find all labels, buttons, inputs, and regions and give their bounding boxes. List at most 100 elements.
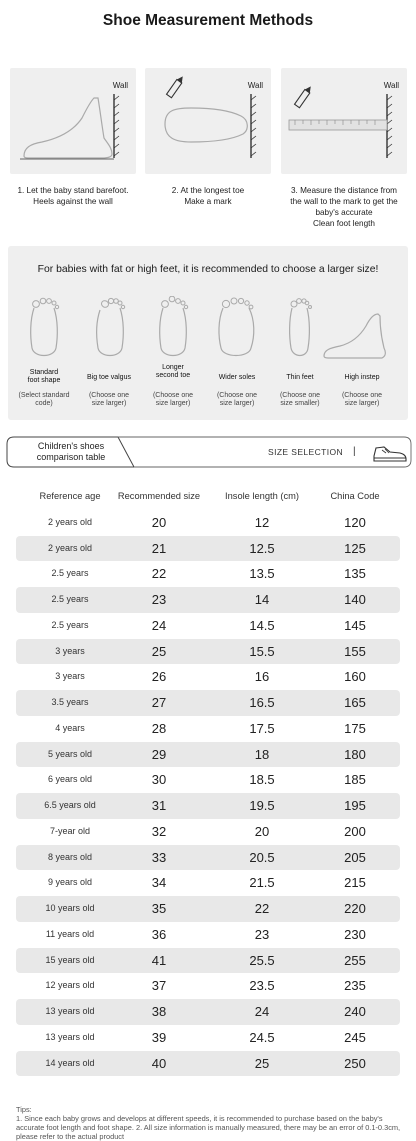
table-row: 3 years 25 15.5 155 (16, 638, 400, 665)
sneaker-icon (373, 446, 407, 462)
wider-soles-foot-icon (218, 297, 255, 357)
china-code-cell: 165 (344, 695, 366, 710)
insole-cell: 15.5 (249, 643, 275, 659)
insole-cell: 23.5 (249, 978, 275, 994)
table-row: 7-year old 32 20 200 (16, 819, 400, 845)
insole-cell: 24.5 (249, 1029, 275, 1045)
table-row: 2.5 years 22 13.5 135 (16, 561, 400, 587)
age-cell: 2.5 years (51, 594, 89, 604)
insole-cell: 13.5 (249, 566, 275, 582)
insole-cell: 20 (254, 823, 270, 839)
table-row: 3.5 years 27 16.5 165 (16, 690, 400, 716)
column-header-insole: Insole length (cm) (225, 491, 299, 501)
china-code-cell: 180 (344, 746, 366, 762)
china-code-cell: 205 (344, 849, 366, 865)
size-cell: 29 (151, 746, 167, 762)
column-header-size: Recommended size (117, 491, 201, 501)
china-code-cell: 135 (344, 566, 366, 582)
foot-top-view-icon (164, 76, 257, 158)
insole-cell: 12 (254, 514, 270, 530)
insole-cell: 17.5 (249, 720, 275, 736)
table-row: 2.5 years 24 14.5 145 (16, 613, 400, 639)
table-row: 15 years old 41 25.5 255 (16, 947, 400, 974)
foot-label-standard: Standard foot shape (27, 369, 61, 385)
age-cell: 2 years old (47, 516, 93, 527)
size-cell: 21 (151, 540, 167, 556)
step-2-text: 2. At the longest toe Make a mark (171, 186, 245, 206)
comparison-table-banner (6, 436, 412, 468)
china-code-cell: 185 (344, 772, 366, 788)
tips-section: Tips: 1. Since each baby grows and devel… (16, 1105, 408, 1141)
table-row: 3 years 26 16 160 (16, 664, 400, 690)
insole-cell: 12.5 (249, 540, 275, 556)
age-cell: 2 years old (47, 542, 93, 553)
insole-cell: 24 (254, 1004, 270, 1019)
foot-label-wider-soles: Wider soles (218, 374, 256, 381)
size-cell: 23 (151, 592, 167, 607)
longer-second-toe-foot-icon (159, 296, 189, 357)
china-code-cell: 245 (344, 1029, 366, 1045)
size-cell: 41 (151, 952, 167, 968)
insole-cell: 21.5 (249, 875, 275, 891)
insole-cell: 25.5 (249, 952, 275, 968)
china-code-cell: 155 (344, 643, 366, 659)
china-code-cell: 230 (344, 926, 366, 942)
pencil-icon (165, 76, 183, 99)
standard-foot-icon (30, 297, 60, 357)
age-cell: 3.5 years (51, 697, 89, 707)
pencil-icon (293, 86, 311, 109)
big-toe-valgus-foot-icon (96, 297, 126, 357)
size-cell: 28 (151, 720, 167, 736)
foot-note-wider-soles: (Choose one size larger) (216, 392, 258, 408)
age-cell: 11 years old (45, 928, 95, 939)
size-cell: 39 (151, 1029, 167, 1045)
size-cell: 38 (151, 1004, 167, 1019)
china-code-cell: 140 (344, 592, 366, 607)
china-code-cell: 175 (344, 720, 366, 736)
table-row: 4 years 28 17.5 175 (16, 716, 400, 742)
wall-label: Wall (247, 81, 263, 90)
age-cell: 3 years (55, 645, 85, 656)
age-cell: 13 years old (45, 1031, 95, 1042)
step-3-text: 3. Measure the distance from the wall to… (290, 186, 398, 228)
china-code-cell: 195 (344, 798, 366, 813)
china-code-cell: 255 (344, 952, 366, 968)
foot-note-high-instep: (Choose one size larger) (341, 392, 383, 408)
high-instep-foot-icon (323, 313, 386, 359)
size-table: Reference age Recommended size Insole le… (16, 484, 400, 1077)
table-row: 9 years old 34 21.5 215 (16, 870, 400, 896)
size-cell: 36 (151, 926, 167, 942)
table-header: Reference age Recommended size Insole le… (16, 484, 400, 510)
tips-body: 1. Since each baby grows and develops at… (16, 1114, 401, 1141)
china-code-cell: 250 (344, 1055, 366, 1071)
step-2-illustration: Wall (145, 68, 271, 174)
table-row: 13 years old 38 24 240 (16, 999, 400, 1025)
size-selection-label: SIZE SELECTION (268, 447, 344, 457)
table-row: 14 years old 40 25 250 (16, 1050, 400, 1077)
age-cell: 13 years old (45, 1006, 95, 1016)
foot-label-high-instep: High instep (344, 374, 380, 381)
size-cell: 26 (151, 669, 167, 685)
size-cell: 37 (151, 978, 167, 994)
column-header-china-code: China Code (330, 491, 380, 501)
insole-cell: 16.5 (249, 695, 275, 710)
foot-side-view-icon (20, 94, 120, 160)
age-cell: 7-year old (49, 825, 91, 836)
age-cell: 2.5 years (51, 568, 89, 579)
age-cell: 12 years old (45, 980, 95, 991)
foot-label-big-toe-valgus: Big toe valgus (87, 374, 131, 381)
insole-cell: 18.5 (249, 772, 275, 788)
table-row: 6.5 years old 31 19.5 195 (16, 793, 400, 819)
size-cell: 34 (151, 875, 167, 891)
age-cell: 10 years old (45, 903, 95, 913)
size-cell: 33 (151, 849, 167, 865)
age-cell: 14 years old (45, 1057, 95, 1068)
size-cell: 22 (151, 566, 167, 582)
size-cell: 30 (151, 772, 167, 788)
table-row: 2 years old 21 12.5 125 (16, 535, 400, 562)
china-code-cell: 240 (344, 1004, 366, 1019)
insole-cell: 18 (254, 746, 270, 762)
china-code-cell: 160 (344, 669, 366, 685)
tips-heading: Tips: (16, 1105, 32, 1114)
size-cell: 27 (151, 695, 167, 710)
